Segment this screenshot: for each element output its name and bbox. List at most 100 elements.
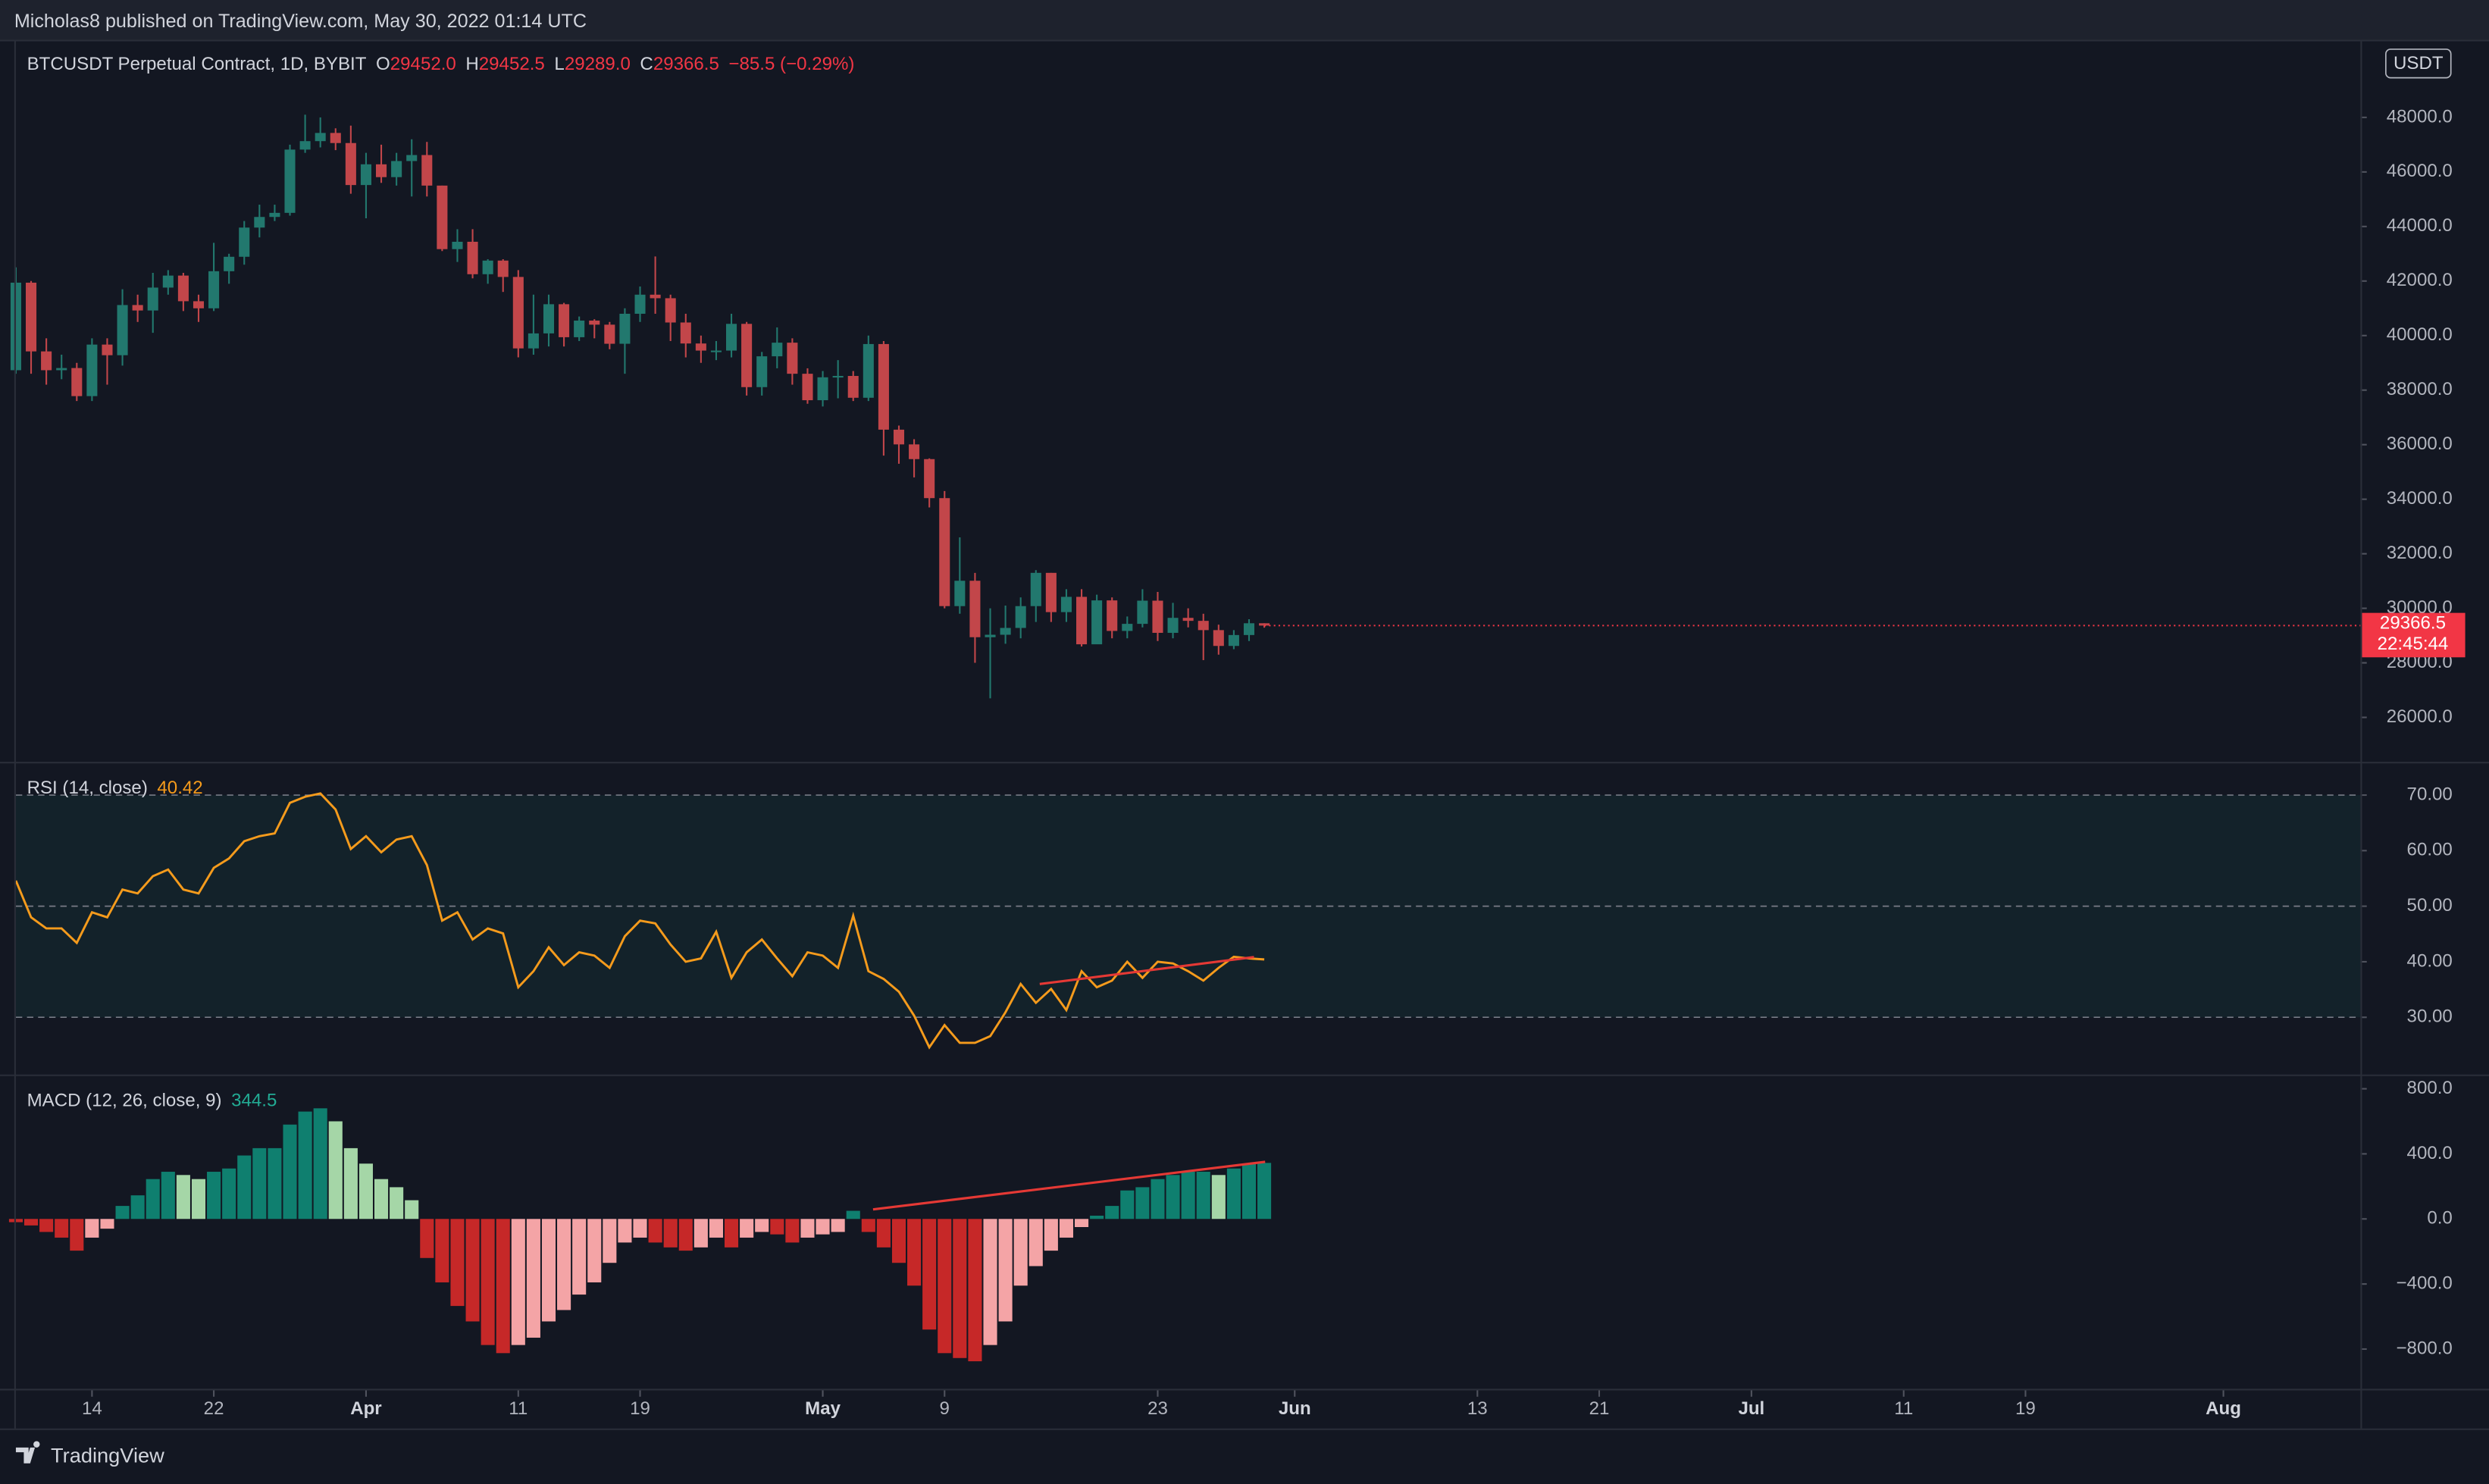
candle-body <box>1243 623 1255 635</box>
x-tick-label: May <box>805 1398 841 1419</box>
histogram-bar <box>237 1155 252 1219</box>
histogram-bar <box>968 1219 982 1362</box>
histogram-bar <box>633 1219 647 1238</box>
candle-body <box>437 185 448 249</box>
x-tick-label: Aug <box>2206 1398 2241 1419</box>
histogram-bar <box>1241 1163 1257 1219</box>
y-tick-label: 40000.0 <box>2387 324 2453 345</box>
candle-body <box>939 498 950 606</box>
y-tick-label: 48000.0 <box>2387 106 2453 127</box>
candle-body <box>924 459 935 499</box>
histogram-bar <box>450 1219 465 1307</box>
candle-body <box>1182 618 1194 621</box>
histogram-bar <box>618 1219 632 1243</box>
histogram-bar <box>740 1219 754 1238</box>
candle-body <box>1000 628 1011 635</box>
x-tick-label: 9 <box>940 1398 950 1419</box>
histogram-bar <box>693 1219 708 1248</box>
candle-body <box>695 343 706 351</box>
pane-name: MACD (12, 26, close, 9) <box>27 1091 222 1111</box>
histogram-bar <box>313 1108 327 1219</box>
histogram-bar <box>374 1179 389 1219</box>
last-price-label: 29366.5 <box>2380 613 2446 634</box>
y-tick-label: 36000.0 <box>2387 434 2453 454</box>
legend-key: C <box>640 54 653 74</box>
candle-body <box>1198 621 1209 631</box>
y-tick-label: 32000.0 <box>2387 543 2453 563</box>
candle-body <box>832 376 844 378</box>
legend-key: L <box>554 54 564 74</box>
histogram-bar <box>770 1219 784 1235</box>
histogram-bar <box>846 1210 860 1219</box>
candle-body <box>421 155 433 186</box>
footer-logo[interactable]: TradingView <box>15 1441 164 1467</box>
histogram-bar <box>161 1172 175 1219</box>
candle-body <box>985 634 996 637</box>
histogram-bar <box>938 1219 952 1354</box>
y-tick-label: −400.0 <box>2396 1273 2452 1293</box>
histogram-bar <box>252 1147 267 1219</box>
candle-body <box>239 227 250 257</box>
candle-body <box>1137 600 1148 625</box>
histogram-bar <box>55 1219 69 1238</box>
logo-icon[interactable] <box>15 1441 40 1464</box>
candle-body <box>756 356 768 387</box>
y-tick-label: 46000.0 <box>2387 161 2453 181</box>
footer-text[interactable]: TradingView <box>51 1444 164 1467</box>
histogram-bar <box>496 1219 510 1354</box>
histogram-bar <box>390 1187 404 1219</box>
candle-body <box>224 256 235 271</box>
button-frame[interactable] <box>2385 49 2452 79</box>
histogram-bar <box>207 1172 221 1219</box>
candle-body <box>254 217 265 228</box>
x-tick-label: 13 <box>1467 1398 1488 1419</box>
histogram-bar <box>481 1219 495 1345</box>
x-tick-label: 19 <box>2015 1398 2036 1419</box>
candle-body <box>406 155 418 161</box>
candle-body <box>269 212 280 218</box>
legend-value: 29366.5 <box>653 54 719 74</box>
histogram-bar <box>1151 1179 1165 1219</box>
candle-body <box>1167 618 1179 633</box>
histogram-bar <box>678 1219 693 1251</box>
header-text: Micholas8 published on TradingView.com, … <box>14 11 587 32</box>
candle-body <box>741 324 753 387</box>
candle-body <box>893 429 905 445</box>
candle-body <box>147 287 158 311</box>
histogram-bar <box>861 1219 875 1232</box>
histogram-bar <box>1090 1215 1104 1219</box>
legend-change: −85.5 (−0.29%) <box>728 54 854 74</box>
currency-button[interactable]: USDT <box>2385 49 2452 79</box>
candle-body <box>26 282 37 352</box>
y-tick-label: 34000.0 <box>2387 488 2453 509</box>
button-label[interactable]: USDT <box>2394 53 2444 74</box>
candle-body <box>589 320 600 325</box>
candle-body <box>1091 600 1103 645</box>
candle-body <box>117 305 128 355</box>
histogram-bar <box>572 1219 587 1295</box>
histogram-bar <box>907 1219 922 1286</box>
histogram-bar <box>100 1219 114 1229</box>
histogram-bar <box>1028 1219 1043 1266</box>
histogram-bar <box>435 1219 449 1282</box>
histogram-bar <box>876 1219 891 1248</box>
candle-body <box>680 322 691 344</box>
legend-key: O <box>376 54 390 74</box>
y-tick-label: 30.00 <box>2407 1007 2453 1027</box>
candle-body <box>802 374 813 401</box>
candle-body <box>497 260 509 277</box>
candle-body <box>1060 596 1072 612</box>
candle-body <box>452 241 463 249</box>
rsi-line <box>14 792 1265 1050</box>
candle-body <box>86 344 98 396</box>
histogram-bar <box>998 1219 1013 1322</box>
candle-body <box>817 377 828 401</box>
x-tick-label: 22 <box>204 1398 224 1419</box>
legend-key: H <box>465 54 478 74</box>
histogram-bar <box>1075 1219 1089 1227</box>
symbol: BTCUSDT Perpetual Contract, 1D, BYBIT <box>27 54 367 74</box>
pane-title: MACD (12, 26, close, 9) 344.5 <box>27 1091 277 1111</box>
histogram-bar <box>1013 1219 1028 1286</box>
x-tick-label: 23 <box>1147 1398 1168 1419</box>
y-tick-label: 70.00 <box>2407 784 2453 804</box>
